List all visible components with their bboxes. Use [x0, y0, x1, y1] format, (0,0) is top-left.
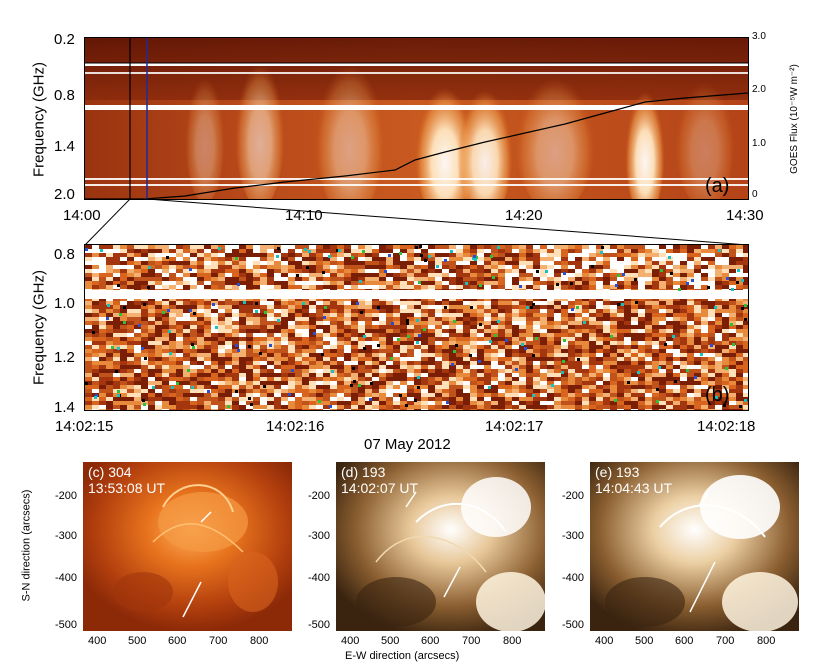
panel-b-ytick-2: 1.2	[54, 349, 75, 366]
img-d-xtick-2: 600	[421, 635, 440, 647]
img-c-ytick-2: -400	[55, 572, 78, 584]
img-c-xtick-2: 600	[168, 635, 187, 647]
images-xlabel: E-W direction (arcsecs)	[345, 650, 460, 662]
img-c-ytick-0: -200	[55, 490, 78, 502]
panel-b-ytick-1: 1.0	[54, 295, 75, 312]
img-c-ytick-3: -500	[55, 619, 78, 631]
img-d-xtick-1: 500	[381, 635, 400, 647]
img-c-xtick-3: 700	[209, 635, 228, 647]
panel-e-time: 14:04:43 UT	[595, 480, 673, 496]
panel-b-xtick-1: 14:02:16	[266, 418, 325, 435]
img-d-ytick-3: -500	[308, 619, 331, 631]
panel-a-right-tick-0: 3.0	[752, 31, 766, 42]
img-c-xtick-0: 400	[88, 635, 107, 647]
panel-a-right-tick-2: 1.0	[752, 138, 766, 149]
img-e-xtick-2: 600	[675, 635, 694, 647]
img-e-xtick-0: 400	[595, 635, 614, 647]
img-d-ytick-0: -200	[308, 490, 331, 502]
panel-a-spectrogram-svg	[85, 38, 748, 199]
panel-a-right-tick-3: 0	[752, 189, 758, 200]
img-e-xtick-1: 500	[635, 635, 654, 647]
panel-a-right-tick-1: 2.0	[752, 84, 766, 95]
panel-a-xtick-2: 14:20	[505, 207, 543, 224]
panel-b-xlabel: 07 May 2012	[364, 436, 451, 453]
img-d-xtick-0: 400	[341, 635, 360, 647]
panel-a-xtick-1: 14:10	[285, 207, 323, 224]
panel-d-tag: (d) 193	[341, 464, 386, 480]
panel-d-time: 14:02:07 UT	[341, 480, 419, 496]
img-e-ytick-1: -300	[562, 530, 585, 542]
img-e-ytick-3: -500	[562, 619, 585, 631]
img-c-ytick-1: -300	[55, 530, 78, 542]
panel-a-xtick-0: 14:00	[63, 207, 101, 224]
panel-b-ytick-0: 0.8	[54, 246, 75, 263]
panel-c-tag: (c) 304	[88, 464, 132, 480]
img-d-xtick-4: 800	[503, 635, 522, 647]
img-c-xtick-4: 800	[250, 635, 269, 647]
panel-a-ylabel: Frequency (GHz)	[30, 61, 48, 178]
panel-a-ytick-1: 0.8	[54, 87, 75, 104]
panel-a-ytick-3: 2.0	[54, 186, 75, 203]
images-ylabel: S-N direction (arcsecs)	[20, 489, 33, 602]
panel-b-frame	[84, 244, 749, 411]
panel-b-tag: (b)	[705, 384, 730, 406]
panel-b-spectrogram-svg	[85, 245, 748, 410]
panel-c-image-svg	[83, 462, 292, 631]
panel-b-xtick-3: 14:02:18	[697, 418, 756, 435]
panel-a-frame	[84, 37, 749, 200]
panel-d-image	[336, 462, 545, 631]
panel-a-right-label: GOES Flux (10⁻⁵W m⁻²)	[789, 64, 800, 174]
panel-b-xtick-0: 14:02:15	[55, 418, 114, 435]
panel-d-image-svg	[336, 462, 545, 631]
panel-b-xtick-2: 14:02:17	[485, 418, 544, 435]
panel-a-ytick-0: 0.2	[54, 31, 75, 48]
panel-b-spectrogram	[85, 245, 748, 410]
panel-b-ylabel: Frequency (GHz)	[30, 269, 48, 386]
panel-a-ytick-2: 1.4	[54, 138, 75, 155]
panel-a-spectrogram	[85, 38, 748, 199]
img-e-ytick-0: -200	[562, 490, 585, 502]
img-c-xtick-1: 500	[128, 635, 147, 647]
img-e-ytick-2: -400	[562, 572, 585, 584]
panel-a-xtick-3: 14:30	[726, 207, 764, 224]
panel-e-image-svg	[590, 462, 799, 631]
img-e-xtick-4: 800	[757, 635, 776, 647]
panel-b-ytick-3: 1.4	[54, 399, 75, 416]
panel-e-tag: (e) 193	[595, 464, 640, 480]
img-e-xtick-3: 700	[716, 635, 735, 647]
img-d-ytick-2: -400	[308, 572, 331, 584]
img-d-xtick-3: 700	[462, 635, 481, 647]
img-d-ytick-1: -300	[308, 530, 331, 542]
panel-c-time: 13:53:08 UT	[88, 480, 166, 496]
panel-a-tag: (a)	[705, 175, 730, 197]
panel-e-image	[590, 462, 799, 631]
panel-c-image	[83, 462, 292, 631]
